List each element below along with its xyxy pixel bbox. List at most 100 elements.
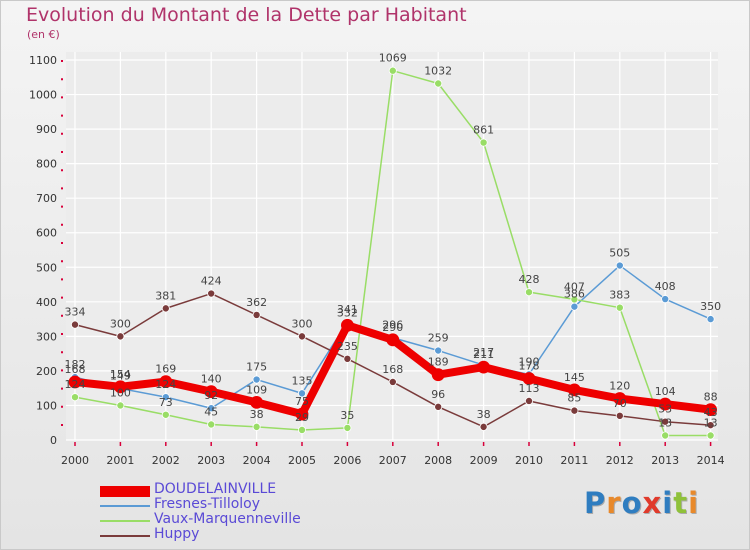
- data-point: [525, 288, 534, 297]
- y-unit-label: (en €): [27, 28, 60, 41]
- y-tick-label: 700: [36, 192, 57, 205]
- x-tick-label: 2012: [606, 454, 634, 467]
- data-label: 70: [613, 397, 627, 410]
- data-point: [522, 372, 536, 385]
- data-label: 341: [337, 303, 358, 316]
- data-label: 38: [250, 408, 264, 421]
- data-point: [343, 354, 352, 363]
- data-label: 386: [564, 288, 585, 301]
- data-point: [525, 396, 534, 405]
- data-label: 140: [201, 373, 222, 386]
- legend-label: Huppy: [154, 526, 200, 542]
- data-point: [207, 404, 216, 413]
- data-label: 154: [110, 368, 131, 381]
- data-label: 259: [428, 332, 449, 345]
- data-label: 1032: [424, 64, 452, 77]
- data-label: 182: [65, 358, 86, 371]
- data-point: [252, 422, 261, 431]
- data-point: [570, 302, 579, 311]
- data-point: [706, 315, 715, 324]
- data-label: 190: [519, 355, 540, 368]
- data-label: 120: [609, 380, 630, 393]
- data-label: 211: [473, 348, 494, 361]
- data-label: 96: [431, 388, 445, 401]
- data-point: [568, 383, 581, 397]
- x-tick-label: 2014: [697, 454, 725, 467]
- data-point: [613, 392, 627, 405]
- x-tick-label: 2004: [243, 454, 271, 467]
- data-point: [204, 385, 218, 399]
- y-tick-label: 0: [50, 434, 57, 447]
- data-point: [704, 403, 717, 417]
- data-label: 383: [609, 289, 630, 302]
- data-point: [431, 368, 445, 382]
- data-label: 332: [337, 306, 358, 319]
- x-tick-label: 2013: [651, 454, 679, 467]
- data-label: 290: [382, 321, 403, 334]
- data-label: 424: [201, 275, 222, 288]
- data-point: [207, 289, 216, 298]
- y-tick-label: 1000: [29, 89, 57, 102]
- y-tick-label: 900: [36, 123, 57, 136]
- data-point: [658, 397, 672, 411]
- data-label: 189: [428, 356, 449, 369]
- data-point: [386, 333, 400, 347]
- x-tick-label: 2006: [333, 454, 361, 467]
- logo-letter: P: [584, 486, 607, 520]
- data-point: [114, 380, 127, 394]
- y-tick-label: 200: [36, 365, 57, 378]
- data-point: [71, 393, 80, 402]
- y-tick-label: 300: [36, 330, 57, 343]
- data-label: 296: [382, 319, 403, 332]
- y-tick-label: 600: [36, 227, 57, 240]
- data-label: 407: [564, 280, 585, 293]
- data-point: [343, 423, 352, 432]
- data-point: [615, 261, 624, 270]
- data-label: 381: [155, 289, 176, 302]
- data-point: [570, 406, 579, 415]
- x-tick-label: 2002: [152, 454, 180, 467]
- data-point: [161, 410, 170, 419]
- logo-letter: x: [642, 486, 663, 520]
- data-label: 408: [655, 280, 676, 293]
- data-point: [477, 360, 491, 374]
- data-label: 300: [292, 317, 313, 330]
- y-tick-label: 800: [36, 158, 57, 171]
- data-label: 300: [110, 317, 131, 330]
- data-point: [661, 295, 670, 304]
- x-tick-label: 2001: [106, 454, 134, 467]
- data-point: [161, 304, 170, 313]
- data-point: [161, 393, 170, 402]
- data-label: 175: [246, 361, 267, 374]
- data-label: 113: [519, 382, 540, 395]
- data-label: 178: [519, 360, 540, 373]
- data-point: [615, 411, 624, 420]
- data-label: 145: [564, 371, 585, 384]
- data-label: 29: [295, 411, 309, 424]
- legend-label: DOUDELAINVILLE: [154, 481, 277, 497]
- data-point: [434, 402, 443, 411]
- data-point: [661, 431, 670, 440]
- data-label: 53: [658, 403, 672, 416]
- data-label: 88: [704, 391, 718, 404]
- data-point: [706, 421, 715, 430]
- data-point: [297, 425, 306, 434]
- chart-title: Evolution du Montant de la Dette par Hab…: [26, 4, 467, 26]
- data-label: 168: [65, 363, 86, 376]
- data-label: 124: [155, 378, 176, 391]
- data-point: [116, 401, 125, 410]
- data-point: [570, 295, 579, 304]
- legend-swatch: [100, 535, 150, 537]
- legend-label: Vaux-Marquenneville: [154, 511, 301, 527]
- data-label: 1069: [379, 52, 407, 65]
- data-label: 38: [477, 408, 491, 421]
- data-point: [388, 377, 397, 386]
- data-label: 505: [609, 247, 630, 260]
- data-point: [297, 332, 306, 341]
- x-tick-label: 2007: [379, 454, 407, 467]
- legend-swatch: [100, 505, 150, 507]
- data-label: 428: [519, 273, 540, 286]
- plot-area: [66, 52, 718, 440]
- data-label: 235: [337, 340, 358, 353]
